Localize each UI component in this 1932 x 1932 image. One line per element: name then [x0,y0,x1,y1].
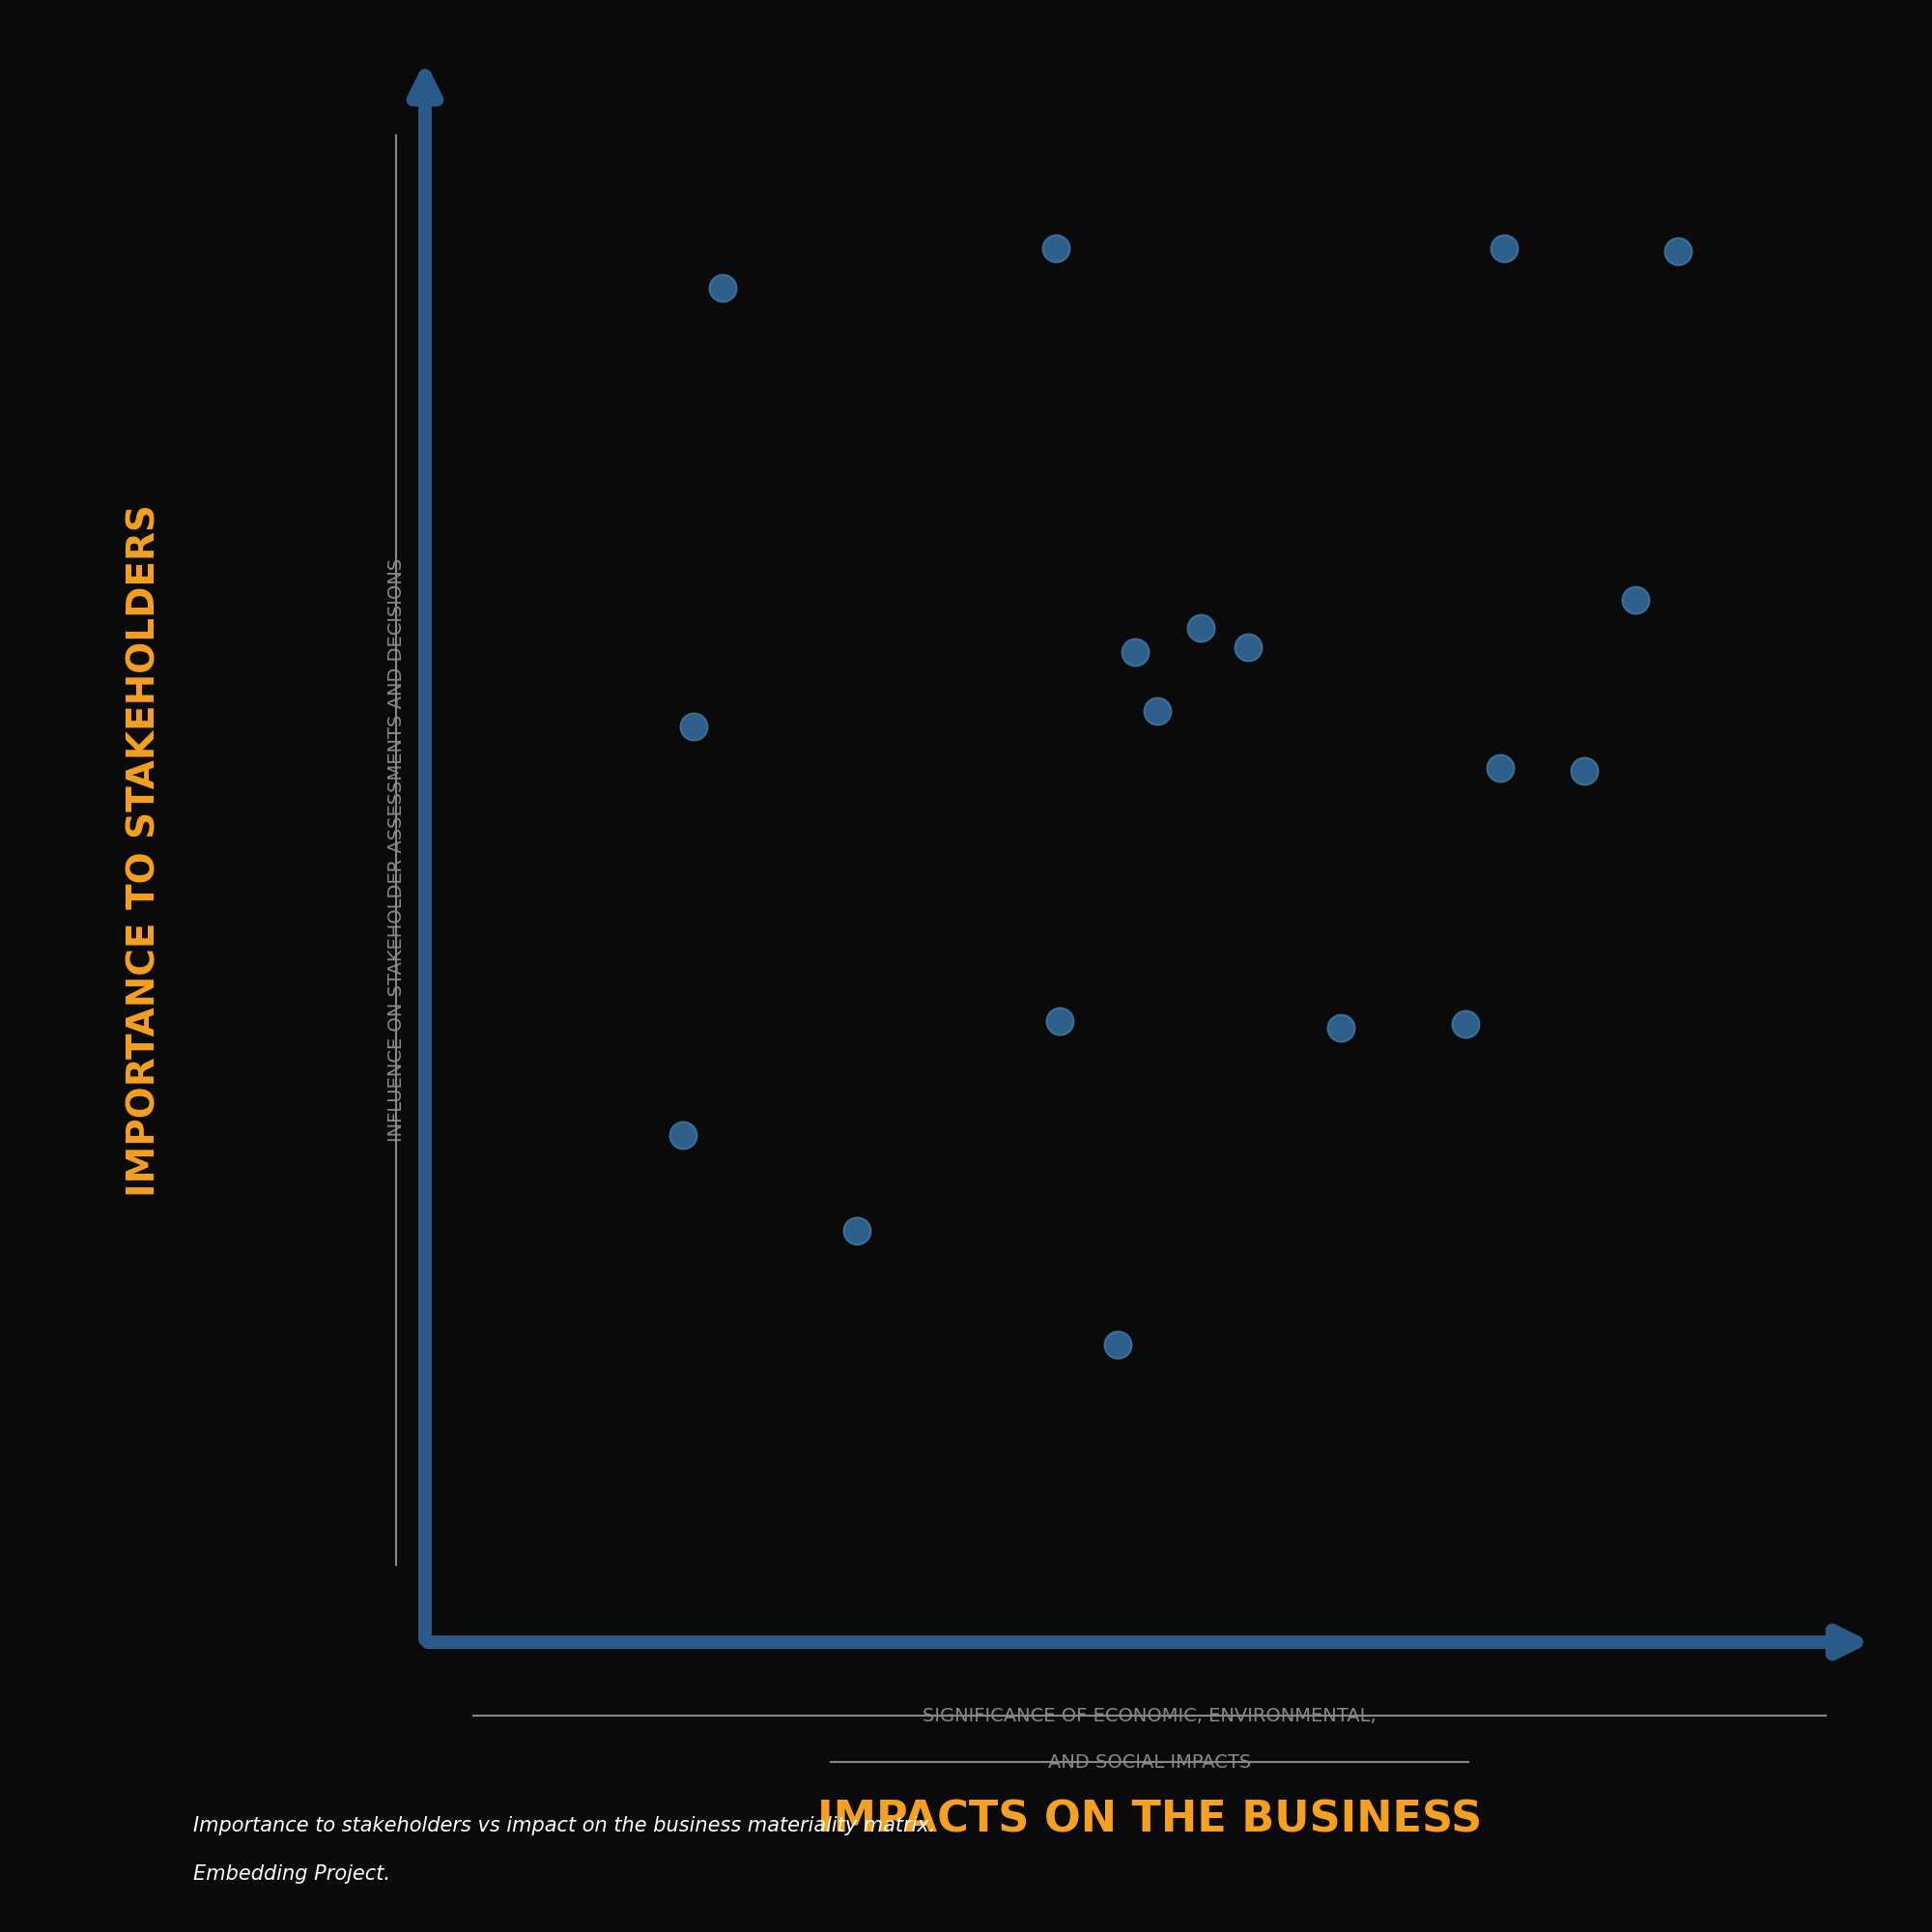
Point [1043,1007,1074,1037]
Point [1449,1009,1482,1039]
Text: Importance to stakeholders vs impact on the business materiality matrix.: Importance to stakeholders vs impact on … [193,1816,935,1835]
Point [668,1121,699,1151]
Text: Embedding Project.: Embedding Project. [193,1864,390,1884]
Point [678,711,709,742]
Point [1619,583,1650,614]
Point [1325,1012,1356,1043]
Point [1121,638,1151,668]
Point [1142,696,1173,726]
Point [1039,232,1070,263]
Text: IMPORTANCE TO STAKEHOLDERS: IMPORTANCE TO STAKEHOLDERS [126,504,164,1196]
Point [1484,752,1515,782]
Point [1490,232,1520,263]
Point [1184,612,1215,643]
Point [1569,755,1600,786]
Point [1233,632,1264,663]
Point [707,272,738,303]
Text: SIGNIFICANCE OF ECONOMIC, ENVIRONMENTAL,: SIGNIFICANCE OF ECONOMIC, ENVIRONMENTAL, [923,1706,1376,1725]
Text: INFLUENCE ON STAKEHOLDER ASSESSMENTS AND DECISIONS: INFLUENCE ON STAKEHOLDER ASSESSMENTS AND… [386,558,406,1142]
Text: AND SOCIAL IMPACTS: AND SOCIAL IMPACTS [1047,1752,1252,1772]
Text: IMPACTS ON THE BUSINESS: IMPACTS ON THE BUSINESS [817,1799,1482,1841]
Point [1663,236,1694,267]
Point [842,1215,873,1246]
Point [1101,1329,1132,1360]
